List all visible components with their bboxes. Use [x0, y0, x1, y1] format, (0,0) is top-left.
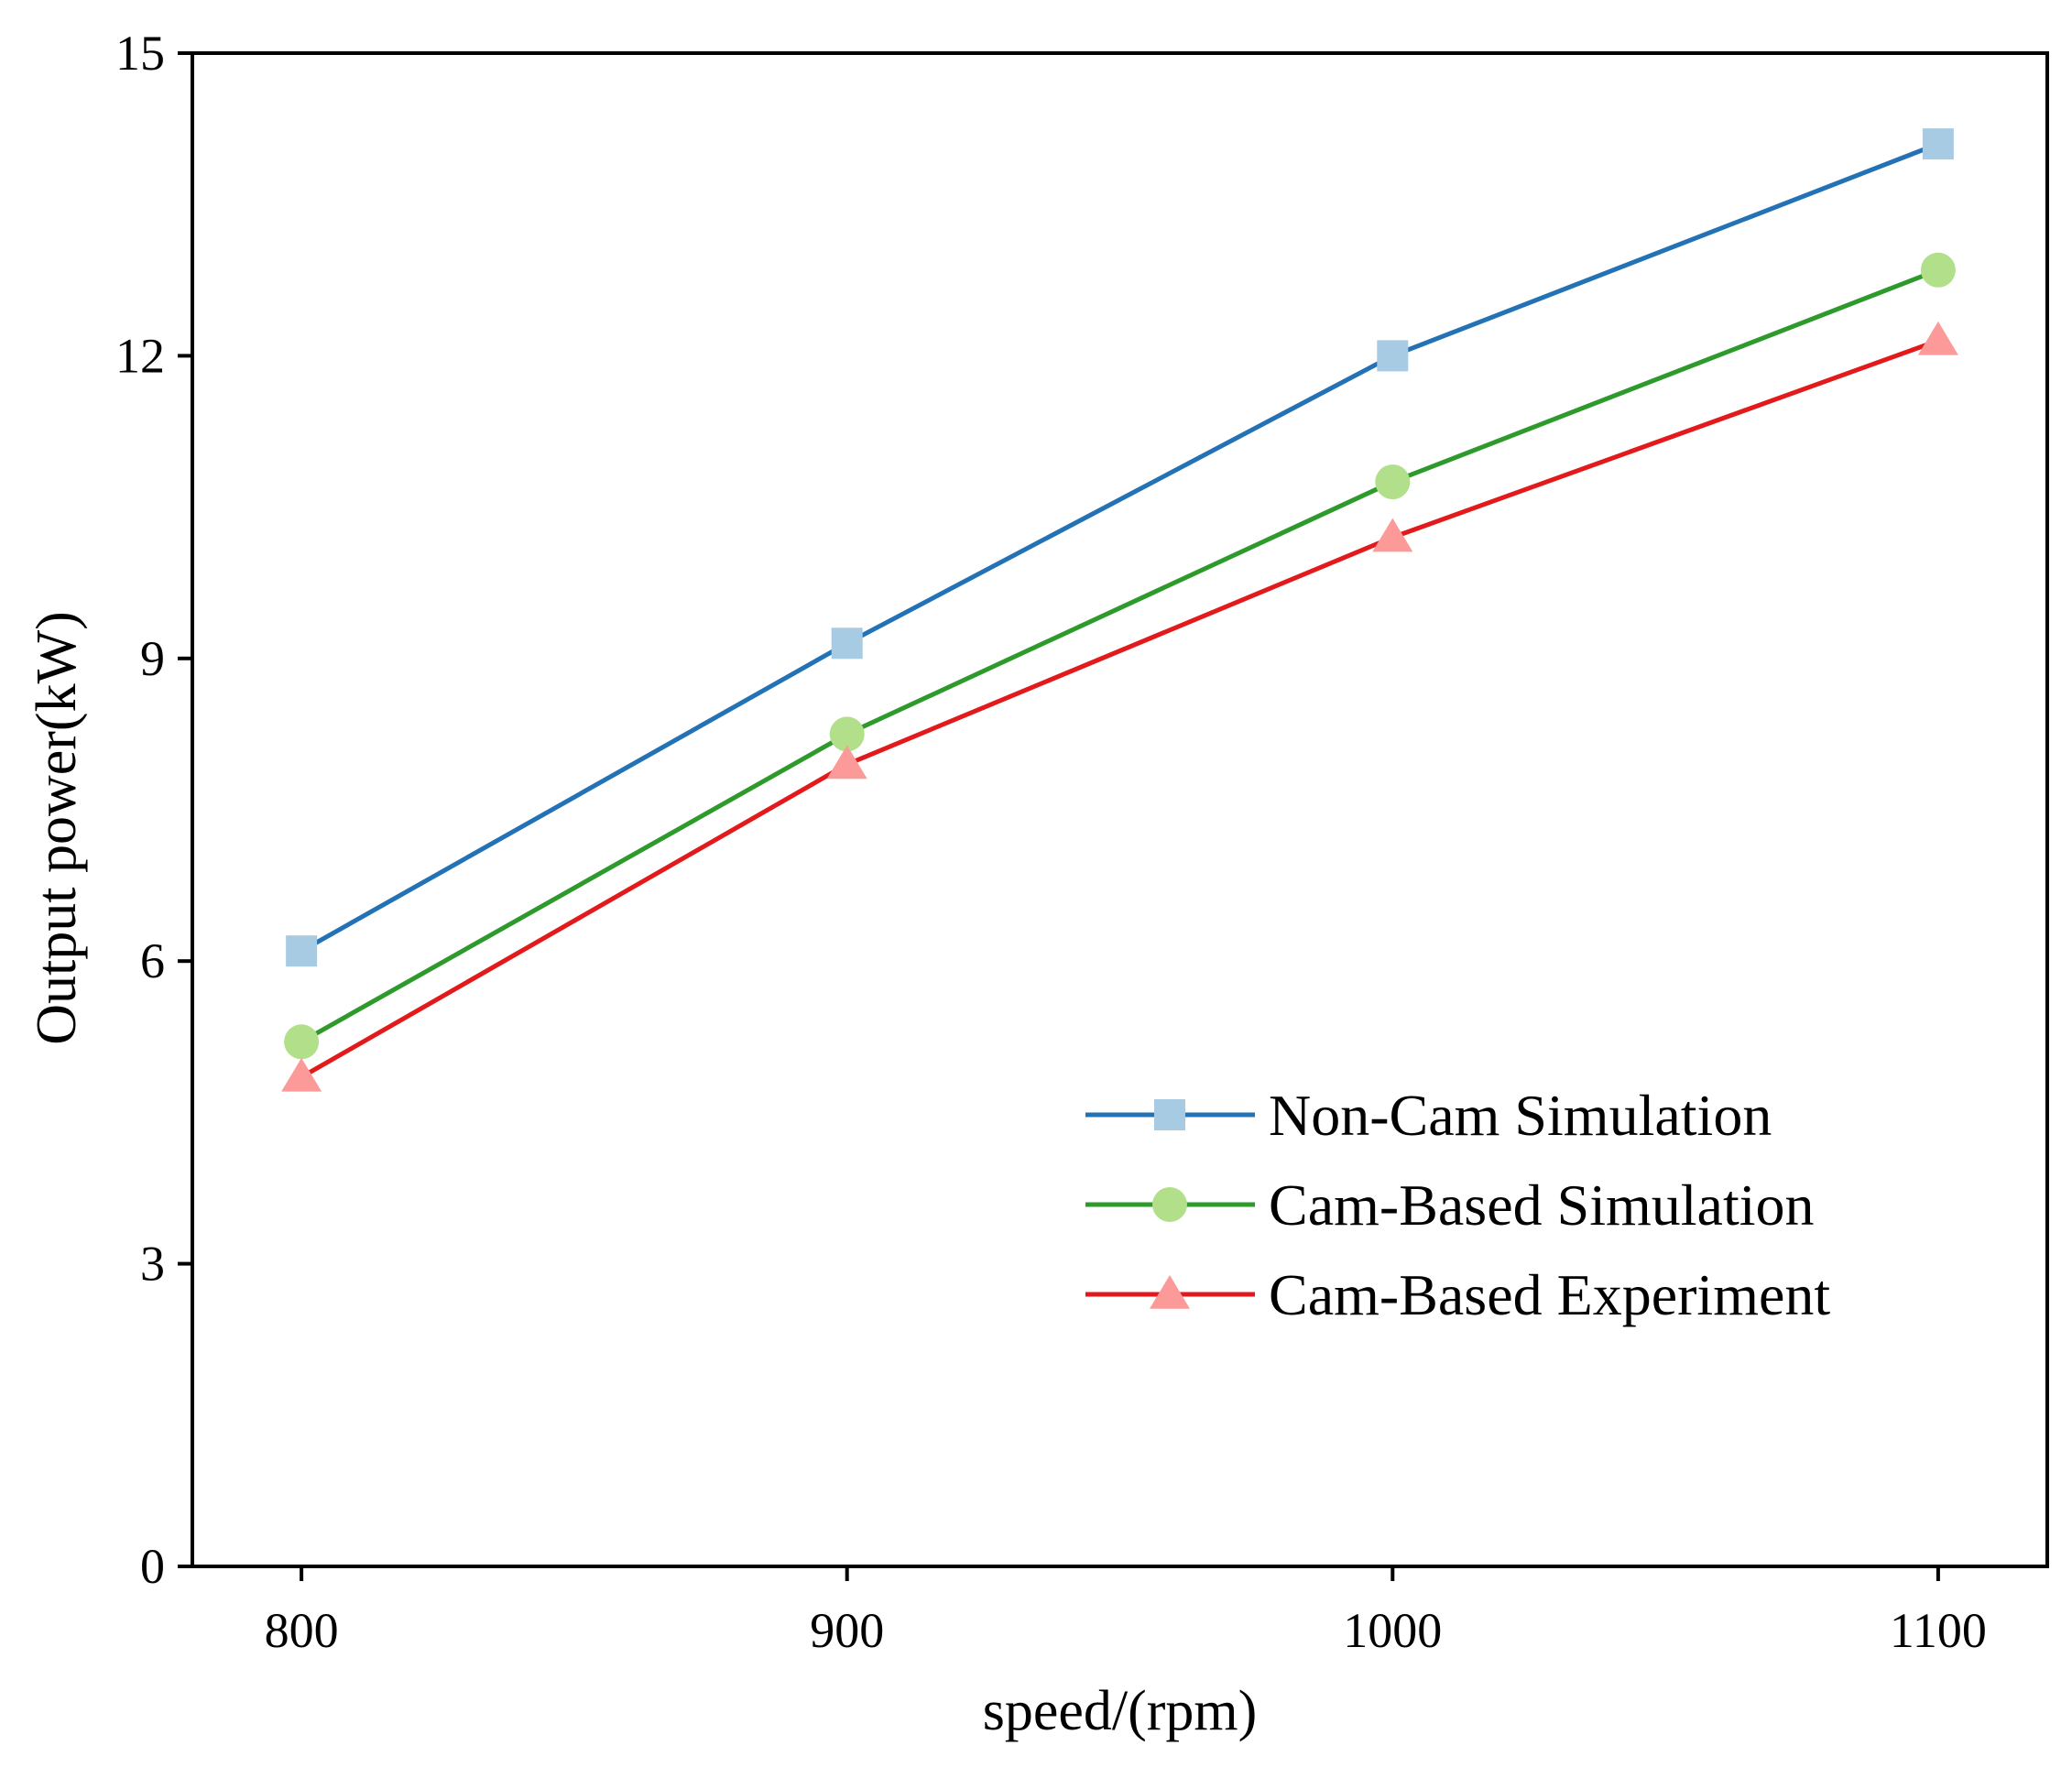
- data-point-s1-p3: [1920, 252, 1956, 288]
- legend-marker-2: [1150, 1275, 1190, 1309]
- x-tick-label-0: 800: [265, 1603, 339, 1658]
- series-line-2: [300, 338, 1939, 1080]
- y-tick-label-0: 0: [140, 1539, 165, 1594]
- x-tick-label-3: 1100: [1890, 1603, 1987, 1658]
- series-line-1: [300, 267, 1939, 1044]
- data-point-s2-p2: [1372, 518, 1413, 552]
- y-axis-title: Output power(kW): [26, 611, 88, 1044]
- data-point-s0-p3: [1922, 128, 1954, 160]
- legend: Non-Cam Simulation Cam-Based Simulation Ca…: [1085, 1083, 1830, 1327]
- data-point-s0-p2: [1377, 340, 1409, 372]
- series-line-0: [300, 141, 1939, 954]
- data-point-s1-p0: [284, 1024, 320, 1060]
- y-tick-label-4: 12: [115, 328, 165, 383]
- data-point-s1-p2: [1375, 464, 1411, 500]
- y-tick-label-3: 9: [140, 631, 165, 686]
- data-point-s0-p1: [831, 627, 863, 660]
- data-point-s2-p3: [1917, 321, 1958, 355]
- plot-frame: [191, 51, 2049, 1568]
- y-tick-label-5: 15: [115, 26, 165, 81]
- data-point-s2-p0: [281, 1057, 322, 1092]
- legend-marker-0: [1154, 1099, 1185, 1130]
- data-point-s2-p1: [826, 745, 867, 780]
- x-tick-label-1: 900: [810, 1603, 884, 1658]
- y-tick-label-1: 3: [140, 1237, 165, 1292]
- y-tick-label-2: 6: [140, 933, 165, 988]
- legend-label-1: Cam-Based Simulation: [1269, 1173, 1815, 1238]
- axes-layer: 0 3 6 9 12 15 800 900 1000 1100 speed/(rpm) Output …: [26, 26, 2049, 1742]
- x-axis-title: speed/(rpm): [983, 1680, 1258, 1742]
- x-tick-label-2: 1000: [1343, 1603, 1442, 1658]
- plot-layer: [281, 128, 1958, 1092]
- legend-label-0: Non-Cam Simulation: [1269, 1083, 1772, 1148]
- legend-label-2: Cam-Based Experiment: [1269, 1262, 1830, 1327]
- legend-marker-1: [1152, 1187, 1187, 1222]
- data-point-s0-p0: [286, 935, 318, 967]
- data-point-s1-p1: [829, 716, 865, 752]
